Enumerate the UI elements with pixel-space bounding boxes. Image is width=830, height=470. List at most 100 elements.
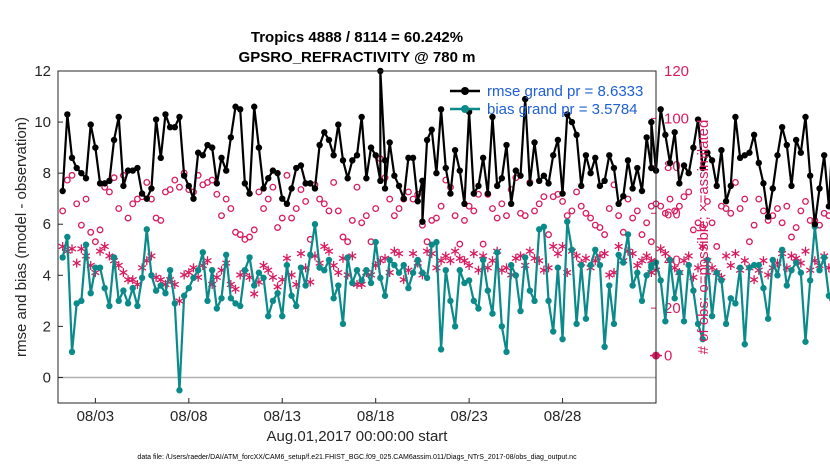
rmse-point (750, 131, 758, 139)
rmse-point (307, 180, 314, 187)
bias-point (386, 256, 393, 264)
bias-point (601, 343, 608, 351)
possible-obs-marker (283, 171, 291, 179)
bias-point (129, 284, 136, 292)
bias-point (213, 305, 221, 312)
bias-point (620, 259, 627, 266)
assimilated-obs-marker (488, 256, 497, 266)
asterisk-stroke (105, 253, 114, 259)
rmse-point (507, 200, 515, 207)
bias-point (409, 269, 417, 276)
bias-point (746, 264, 753, 271)
possible-obs-marker (166, 186, 174, 194)
rmse-point (456, 167, 463, 174)
asterisk-stroke (329, 262, 338, 269)
rmse-point (708, 157, 716, 164)
asterisk-stroke (268, 274, 278, 281)
bias-point (778, 246, 786, 253)
possible-obs-marker (582, 209, 590, 217)
asterisk-stroke (642, 253, 651, 259)
bias-point (321, 267, 328, 274)
assimilated-obs-marker (759, 256, 768, 266)
bias-point (489, 310, 496, 317)
possible-obs-marker (825, 212, 830, 220)
bias-point (316, 264, 323, 271)
assimilated-obs-marker (72, 258, 81, 268)
rmse-point (741, 152, 748, 159)
possible-obs-marker (521, 212, 529, 220)
rmse-point (451, 146, 459, 154)
possible-obs-marker (395, 205, 403, 212)
bias-point (64, 233, 71, 241)
asterisk-stroke (525, 248, 535, 255)
assimilated-obs-marker (203, 256, 212, 266)
possible-obs-marker (806, 216, 814, 224)
rmse-point (783, 141, 791, 149)
possible-obs-marker (143, 179, 151, 186)
bias-point (307, 251, 314, 259)
rmse-point (101, 180, 108, 187)
rmse-point (82, 175, 90, 182)
rmse-point (573, 131, 580, 139)
y2-tick-label: 60 (664, 205, 681, 222)
asterisk-stroke (791, 255, 801, 262)
assimilated-obs-marker (296, 249, 306, 259)
possible-obs-marker (531, 207, 538, 215)
asterisk-stroke (95, 248, 105, 255)
bias-point (643, 272, 650, 279)
bias-point (536, 226, 543, 233)
bias-point (199, 249, 207, 256)
rmse-point (87, 121, 94, 128)
bias-point (554, 264, 562, 271)
bias-point (820, 254, 828, 261)
rmse-point (671, 129, 678, 136)
possible-obs-marker (255, 188, 263, 196)
rmse-point (592, 154, 599, 162)
bias-point (568, 246, 576, 253)
rmse-point (764, 213, 772, 220)
chart-subtitle: GPSRO_REFRACTIVITY @ 780 m (239, 49, 476, 66)
possible-obs-marker (171, 176, 179, 184)
bias-point (629, 282, 636, 289)
bias-point (414, 256, 421, 264)
asterisk-stroke (693, 265, 703, 271)
assimilated-obs-marker (684, 251, 693, 261)
possible-obs-marker (316, 195, 324, 203)
assimilated-obs-marker (614, 241, 623, 251)
rmse-point (129, 167, 136, 174)
bias-point (741, 341, 748, 348)
bias-point (774, 272, 781, 279)
rmse-point (353, 152, 361, 159)
assimilated-obs-marker (581, 253, 591, 263)
rmse-point (802, 113, 809, 121)
possible-obs-marker (727, 209, 735, 217)
possible-obs-marker (797, 207, 805, 215)
y-tick-label: 2 (43, 318, 51, 335)
possible-obs-marker (222, 195, 230, 203)
rmse-point (638, 187, 646, 195)
rmse-point (610, 164, 618, 172)
rmse-point (582, 152, 590, 159)
asterisk-stroke (203, 257, 212, 264)
rmse-point (222, 167, 230, 174)
possible-obs-marker (577, 202, 585, 210)
rmse-point (797, 149, 805, 156)
bias-point (666, 256, 674, 264)
bias-point (232, 300, 239, 307)
rmse-point (59, 187, 66, 195)
rmse-point (816, 185, 823, 192)
rmse-point (704, 149, 711, 156)
rmse-point (568, 118, 576, 126)
possible-obs-marker (456, 240, 464, 248)
asterisk-stroke (119, 269, 128, 276)
rmse-point (820, 152, 828, 159)
possible-obs-marker (498, 200, 506, 208)
legend-rmse-label: rmse grand pr = 8.6333 (487, 83, 643, 100)
possible-obs-marker (503, 212, 510, 220)
rmse-point (545, 180, 552, 187)
asterisk-stroke (740, 257, 749, 264)
bias-point (180, 292, 188, 299)
bias-point (106, 302, 113, 310)
bias-point (806, 277, 814, 284)
possible-obs-marker (423, 238, 431, 246)
